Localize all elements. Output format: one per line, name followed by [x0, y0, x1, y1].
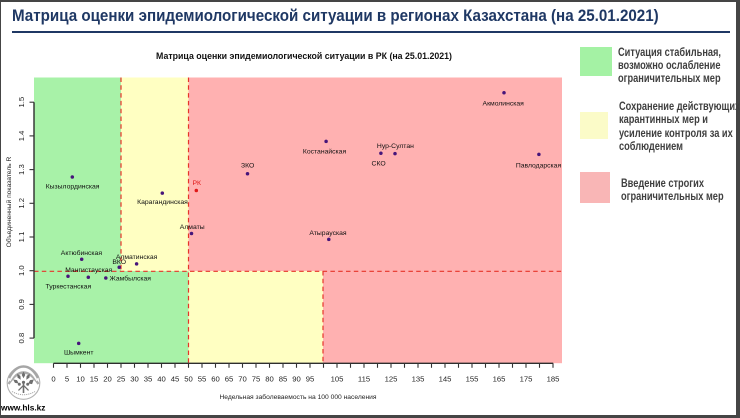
svg-text:20: 20 [103, 375, 112, 384]
svg-text:30: 30 [130, 375, 139, 384]
svg-text:Акмолинская: Акмолинская [483, 101, 525, 108]
svg-text:165: 165 [493, 375, 506, 384]
svg-text:45: 45 [171, 375, 180, 384]
svg-text:185: 185 [547, 375, 560, 384]
svg-text:СКО: СКО [372, 161, 386, 168]
svg-text:РК: РК [192, 180, 201, 187]
svg-text:Атырауская: Атырауская [309, 230, 346, 237]
svg-text:1.2: 1.2 [17, 198, 26, 209]
svg-text:175: 175 [520, 375, 533, 384]
svg-text:ЗКО: ЗКО [241, 163, 254, 170]
svg-text:Туркестанская: Туркестанская [45, 283, 91, 290]
svg-text:1.3: 1.3 [17, 164, 26, 175]
svg-text:Актюбинская: Актюбинская [61, 249, 103, 257]
svg-text:105: 105 [331, 375, 344, 384]
svg-text:1.4: 1.4 [17, 130, 26, 141]
svg-text:125: 125 [385, 375, 398, 384]
svg-text:Павлодарская: Павлодарская [516, 163, 562, 170]
svg-text:1.5: 1.5 [17, 97, 26, 108]
svg-text:Костанайская: Костанайская [303, 147, 347, 155]
svg-text:90: 90 [292, 375, 301, 384]
svg-text:Матрица оценки эпидемиологичес: Матрица оценки эпидемиологической ситуац… [156, 51, 452, 61]
svg-text:www.hls.kz: www.hls.kz [0, 403, 45, 413]
svg-text:60: 60 [211, 375, 220, 384]
svg-text:85: 85 [279, 375, 288, 384]
svg-text:95: 95 [306, 375, 315, 384]
svg-text:0.9: 0.9 [17, 299, 26, 310]
svg-text:70: 70 [238, 375, 247, 384]
svg-text:Шымкент: Шымкент [64, 350, 93, 357]
svg-text:Алматинская: Алматинская [116, 254, 158, 261]
svg-text:1.1: 1.1 [17, 232, 26, 243]
svg-text:Недельная заболеваемость на 10: Недельная заболеваемость на 100 000 насе… [219, 393, 376, 401]
svg-text:35: 35 [144, 375, 153, 384]
svg-text:Карагандинская: Карагандинская [137, 199, 188, 206]
svg-text:115: 115 [358, 375, 370, 384]
svg-text:Объединенный показатель R: Объединенный показатель R [5, 157, 13, 248]
svg-text:65: 65 [225, 375, 234, 384]
svg-text:5: 5 [65, 375, 69, 384]
svg-text:50: 50 [184, 375, 193, 384]
svg-text:ВКО: ВКО [112, 259, 126, 266]
svg-text:55: 55 [198, 375, 207, 384]
svg-text:80: 80 [265, 375, 274, 384]
svg-text:75: 75 [252, 375, 261, 384]
svg-text:Жамбылская: Жамбылская [110, 275, 152, 283]
svg-text:Мангистауская: Мангистауская [65, 267, 112, 274]
svg-text:155: 155 [466, 375, 479, 384]
svg-text:15: 15 [90, 375, 99, 384]
svg-text:135: 135 [412, 375, 425, 384]
svg-text:Кызылординская: Кызылординская [46, 184, 100, 191]
svg-text:1.0: 1.0 [17, 265, 26, 276]
svg-text:Алматы: Алматы [180, 224, 205, 231]
svg-text:Нур-Султан: Нур-Султан [377, 143, 414, 150]
svg-text:40: 40 [157, 375, 166, 384]
svg-text:10: 10 [76, 375, 85, 384]
svg-text:145: 145 [439, 375, 452, 384]
svg-text:0.8: 0.8 [17, 333, 26, 344]
svg-text:25: 25 [117, 375, 126, 384]
svg-text:0: 0 [51, 375, 55, 384]
